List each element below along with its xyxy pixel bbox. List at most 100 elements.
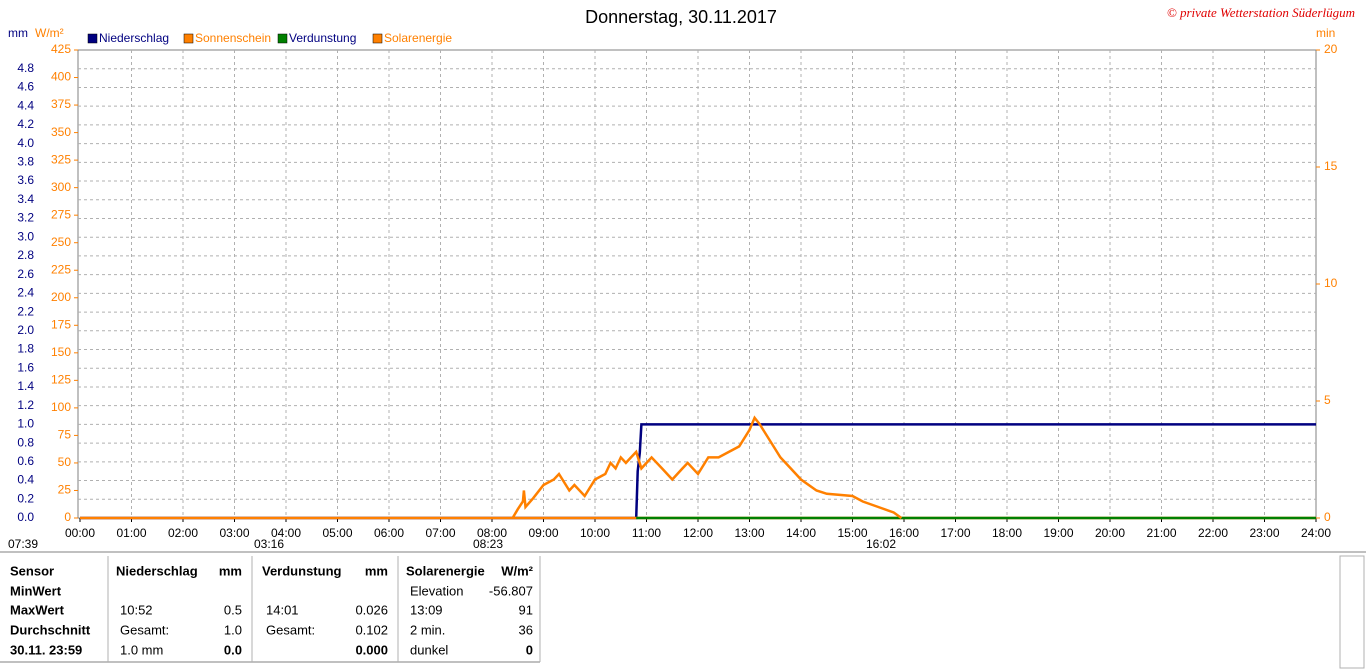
y-tick-label: 4.6 <box>17 80 34 94</box>
x-tick-label: 01:00 <box>116 526 146 540</box>
annotation: 07:39 <box>8 537 38 551</box>
x-tick-label: 17:00 <box>940 526 970 540</box>
y3-tick-label: 100 <box>51 400 71 414</box>
table-value: 36 <box>519 622 533 637</box>
legend-label: Verdunstung <box>289 31 356 45</box>
y-tick-label: 1.0 <box>17 417 34 431</box>
table-cell: 2 min. <box>410 622 445 637</box>
x-tick-label: 21:00 <box>1146 526 1176 540</box>
table-unit: W/m² <box>501 563 533 578</box>
table-cell: 14:01 <box>266 602 299 617</box>
annotation: 16:02 <box>866 537 896 551</box>
x-tick-label: 19:00 <box>1043 526 1073 540</box>
table-cell: 13:09 <box>410 602 443 617</box>
y-unit: mm <box>8 26 28 40</box>
table-value: 91 <box>519 602 533 617</box>
side-panel <box>1339 555 1365 669</box>
table-unit: mm <box>219 563 242 578</box>
x-tick-label: 05:00 <box>322 526 352 540</box>
y-tick-label: 4.4 <box>17 98 34 112</box>
y3-tick-label: 375 <box>51 97 71 111</box>
y-tick-label: 3.8 <box>17 154 34 168</box>
table-cell: dunkel <box>410 642 448 657</box>
y-tick-label: 1.6 <box>17 360 34 374</box>
chart-title: Donnerstag, 30.11.2017 <box>585 7 777 27</box>
table-cell: 10:52 <box>120 602 153 617</box>
y3-tick-label: 225 <box>51 262 71 276</box>
y3-tick-label: 50 <box>58 455 72 469</box>
y3-tick-label: 400 <box>51 70 71 84</box>
table-value: 0.026 <box>355 602 388 617</box>
y3-tick-label: 275 <box>51 207 71 221</box>
y-tick-label: 1.8 <box>17 342 34 356</box>
y-tick-label: 0.4 <box>17 473 34 487</box>
y3-tick-label: 125 <box>51 373 71 387</box>
y-tick-label: 3.2 <box>17 211 34 225</box>
y-tick-label: 2.4 <box>17 286 34 300</box>
y-tick-label: 3.4 <box>17 192 34 206</box>
legend-label: Niederschlag <box>99 31 169 45</box>
table-cell: 1.0 mm <box>120 642 163 657</box>
x-tick-label: 11:00 <box>632 526 661 540</box>
x-tick-label: 16:00 <box>889 526 919 540</box>
series-line <box>511 415 903 520</box>
y-tick-label: 3.6 <box>17 173 34 187</box>
y-tick-label: 1.2 <box>17 398 34 412</box>
table-cell: Elevation <box>410 583 463 598</box>
y-tick-label: 2.6 <box>17 267 34 281</box>
y-tick-label: 2.8 <box>17 248 34 262</box>
table-value: 0.5 <box>224 602 242 617</box>
y-tick-label: 4.0 <box>17 136 34 150</box>
annotation: 03:16 <box>254 537 284 551</box>
x-tick-label: 24:00 <box>1301 526 1331 540</box>
y-tick-label: 0.6 <box>17 454 34 468</box>
credit: © private Wetterstation Süderlügum <box>1167 5 1355 20</box>
x-tick-label: 22:00 <box>1198 526 1228 540</box>
y3-tick-label: 25 <box>58 483 72 497</box>
x-tick-label: 18:00 <box>992 526 1022 540</box>
x-tick-label: 08:00 <box>477 526 507 540</box>
legend-swatch <box>277 33 288 44</box>
table-header: Sensor <box>10 563 54 578</box>
y3-tick-label: 325 <box>51 152 71 166</box>
x-tick-label: 20:00 <box>1095 526 1125 540</box>
y-tick-label: 2.0 <box>17 323 34 337</box>
x-tick-label: 00:00 <box>65 526 95 540</box>
y3-tick-label: 175 <box>51 317 71 331</box>
y-tick-label: 0.8 <box>17 435 34 449</box>
y-tick-label: 1.4 <box>17 379 34 393</box>
plot-frame <box>77 49 1317 519</box>
annotation: 08:23 <box>473 537 503 551</box>
y-tick-label: 3.0 <box>17 229 34 243</box>
x-tick-label: 04:00 <box>271 526 301 540</box>
x-tick-label: 14:00 <box>786 526 816 540</box>
x-tick-label: 03:00 <box>219 526 249 540</box>
y2-tick-label: 5 <box>1324 393 1331 407</box>
legend-swatch <box>372 33 383 44</box>
legend-label: Solarenergie <box>384 31 452 45</box>
y-tick-label: 2.2 <box>17 304 34 318</box>
x-tick-label: 15:00 <box>837 526 867 540</box>
table-value: 0.102 <box>355 622 388 637</box>
y3-tick-label: 0 <box>64 510 71 524</box>
y2-tick-label: 15 <box>1324 159 1338 173</box>
y-tick-label: 0.2 <box>17 491 34 505</box>
y2-tick-label: 20 <box>1324 42 1338 56</box>
table-value: -56.807 <box>489 583 533 598</box>
y2-tick-label: 0 <box>1324 510 1331 524</box>
y-tick-label: 4.8 <box>17 61 34 75</box>
x-tick-label: 12:00 <box>683 526 713 540</box>
table-cell: MaxWert <box>10 602 65 617</box>
x-tick-label: 06:00 <box>374 526 404 540</box>
table-value: 0.0 <box>224 642 242 657</box>
x-tick-label: 13:00 <box>734 526 764 540</box>
y3-tick-label: 150 <box>51 345 71 359</box>
table-unit: mm <box>365 563 388 578</box>
table-header: Verdunstung <box>262 563 342 578</box>
table-value: 1.0 <box>224 622 242 637</box>
table-cell: MinWert <box>10 583 62 598</box>
y2-tick-label: 10 <box>1324 276 1338 290</box>
table-value: 0 <box>526 642 533 657</box>
table-cell: 30.11. 23:59 <box>10 642 82 657</box>
